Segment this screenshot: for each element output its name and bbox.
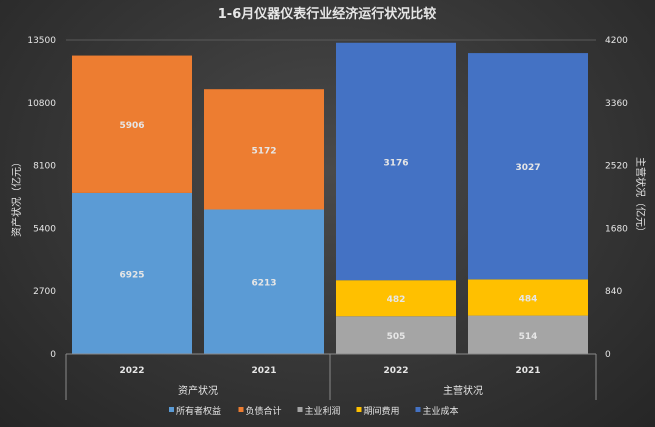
y-tick-right: 4200 [605,36,628,46]
legend-label: 期间费用 [364,405,400,417]
bar-segment [204,89,324,210]
data-label: 3027 [515,163,540,173]
bar-segment [336,280,456,317]
legend-swatch [356,407,362,412]
y-tick-right: 1680 [605,224,628,234]
data-label: 5172 [251,146,276,156]
bar-segment [336,42,456,281]
y-tick-left: 5400 [33,224,56,234]
x-tick-label: 2021 [515,366,540,376]
chart-title: 1-6月仪器仪表行业经济运行状况比较 [218,6,437,22]
data-label: 484 [519,294,538,304]
data-label: 482 [387,295,406,305]
y-tick-left: 13500 [27,36,56,46]
bar-segment [468,279,588,316]
y-tick-right: 840 [605,287,622,297]
y-tick-left: 2700 [33,287,56,297]
bar-segment [468,53,588,280]
y-tick-left: 8100 [33,162,56,172]
bar-segment [72,55,192,193]
group-label: 资产状况 [178,384,218,397]
legend-label: 负债合计 [246,405,282,417]
y-tick-left: 0 [50,350,56,360]
data-label: 6925 [119,270,144,280]
data-label: 5906 [119,121,144,131]
group-label: 主营状况 [443,384,483,397]
legend-swatch [169,407,174,412]
legend-label: 所有者权益 [176,405,221,417]
x-tick-label: 2022 [119,366,144,376]
y-tick-right: 0 [605,350,611,360]
x-tick-label: 2021 [251,366,276,376]
data-label: 514 [519,332,538,342]
data-label: 505 [387,332,406,342]
bar-segment [336,316,456,354]
data-label: 6213 [251,279,276,289]
y-tick-left: 10800 [27,99,56,109]
y-tick-right: 2520 [605,162,628,172]
bar-segment [204,209,324,354]
x-tick-label: 2022 [383,366,408,376]
legend-label: 主业利润 [305,405,341,417]
bar-segment [72,192,192,354]
y-axis-left-label: 资产状况（亿元） [10,157,23,237]
y-tick-right: 3360 [605,99,628,109]
bar-segment [468,315,588,354]
legend-label: 主业成本 [423,405,459,417]
data-label: 3176 [383,158,408,168]
legend-swatch [415,407,421,412]
legend-swatch [238,407,244,412]
legend-swatch [297,407,303,412]
y-axis-right-label: 主营状况（亿元） [634,157,647,237]
